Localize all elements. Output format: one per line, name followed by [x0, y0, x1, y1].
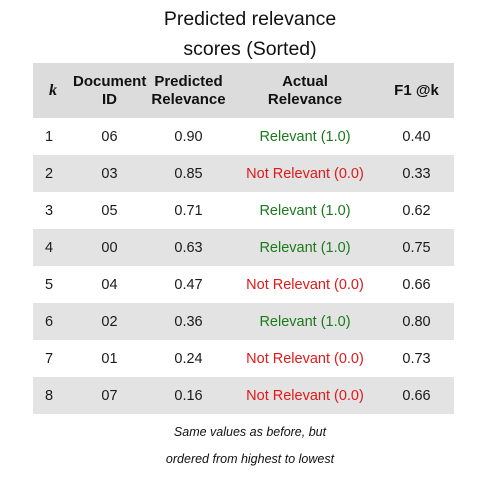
row-predicted-relevance-cell: 0.47: [174, 276, 203, 293]
table-row: 5 04 0.47 Not Relevant (0.0) 0.66: [33, 266, 454, 303]
page-title: Predicted relevance scores (Sorted): [0, 4, 500, 64]
row-predicted-relevance-cell: 0.63: [174, 239, 203, 256]
row-predicted-relevance-cell: 0.90: [174, 128, 203, 145]
row-predicted-relevance-cell: 0.85: [174, 165, 203, 182]
row-f1-cell: 0.66: [402, 387, 431, 404]
row-document-id-cell: 05: [101, 202, 118, 219]
table-header-row: k Document ID Predicted Relevance Actual…: [33, 63, 454, 118]
row-predicted-relevance-cell: 0.16: [174, 387, 203, 404]
table-row: 6 02 0.36 Relevant (1.0) 0.80: [33, 303, 454, 340]
row-k-cell: 3: [45, 202, 54, 219]
row-actual-relevance-cell: Relevant (1.0): [259, 202, 351, 219]
table-row: 1 06 0.90 Relevant (1.0) 0.40: [33, 118, 454, 155]
header-actual-line-2: Relevance: [267, 90, 343, 108]
row-actual-relevance-cell: Not Relevant (0.0): [246, 276, 364, 293]
relevance-table: k Document ID Predicted Relevance Actual…: [33, 63, 454, 414]
row-k-cell: 4: [45, 239, 54, 256]
row-document-id-cell: 07: [101, 387, 118, 404]
row-document-id-cell: 04: [101, 276, 118, 293]
table-row: 8 07 0.16 Not Relevant (0.0) 0.66: [33, 377, 454, 414]
table-row: 3 05 0.71 Relevant (1.0) 0.62: [33, 192, 454, 229]
header-document-id-line-2: ID: [102, 90, 117, 108]
caption-line-2: ordered from highest to lowest: [165, 452, 335, 466]
row-f1-cell: 0.33: [402, 165, 431, 182]
row-predicted-relevance-cell: 0.71: [174, 202, 203, 219]
row-actual-relevance-cell: Relevant (1.0): [259, 239, 351, 256]
row-f1-cell: 0.80: [402, 313, 431, 330]
row-predicted-relevance-cell: 0.36: [174, 313, 203, 330]
row-actual-relevance-cell: Not Relevant (0.0): [246, 350, 364, 367]
header-actual-relevance: Actual Relevance: [231, 63, 379, 118]
row-f1-cell: 0.75: [402, 239, 431, 256]
row-actual-relevance-cell: Not Relevant (0.0): [246, 387, 364, 404]
row-k-cell: 6: [45, 313, 54, 330]
row-document-id-cell: 03: [101, 165, 118, 182]
header-predicted-line-2: Relevance: [151, 90, 226, 108]
header-predicted-line-1: Predicted: [154, 72, 223, 90]
header-predicted-relevance: Predicted Relevance: [146, 63, 231, 118]
row-actual-relevance-cell: Relevant (1.0): [259, 128, 351, 145]
row-document-id-cell: 06: [101, 128, 118, 145]
row-document-id-cell: 00: [101, 239, 118, 256]
row-f1-cell: 0.66: [402, 276, 431, 293]
row-predicted-relevance-cell: 0.24: [174, 350, 203, 367]
row-f1-cell: 0.73: [402, 350, 431, 367]
header-f1-at-k: F1 @k: [394, 81, 439, 99]
table-row: 7 01 0.24 Not Relevant (0.0) 0.73: [33, 340, 454, 377]
row-document-id-cell: 01: [101, 350, 118, 367]
header-k: k: [49, 81, 57, 99]
header-document-id: Document ID: [73, 63, 146, 118]
row-k-cell: 5: [45, 276, 54, 293]
table-row: 4 00 0.63 Relevant (1.0) 0.75: [33, 229, 454, 266]
row-k-cell: 1: [45, 128, 54, 145]
table-row: 2 03 0.85 Not Relevant (0.0) 0.33: [33, 155, 454, 192]
row-k-cell: 2: [45, 165, 54, 182]
caption-line-1: Same values as before, but: [173, 425, 327, 439]
table-body: 1 06 0.90 Relevant (1.0) 0.40 2 03 0.85 Not Rele…: [33, 118, 454, 414]
title-line-1: Predicted relevance: [163, 8, 337, 30]
header-document-id-line-1: Document: [73, 72, 147, 90]
row-f1-cell: 0.62: [402, 202, 431, 219]
row-actual-relevance-cell: Relevant (1.0): [259, 313, 351, 330]
title-line-2: scores (Sorted): [183, 38, 317, 60]
header-actual-line-1: Actual: [282, 72, 328, 90]
row-k-cell: 7: [45, 350, 54, 367]
row-document-id-cell: 02: [101, 313, 118, 330]
row-k-cell: 8: [45, 387, 54, 404]
row-f1-cell: 0.40: [402, 128, 431, 145]
row-actual-relevance-cell: Not Relevant (0.0): [246, 165, 364, 182]
